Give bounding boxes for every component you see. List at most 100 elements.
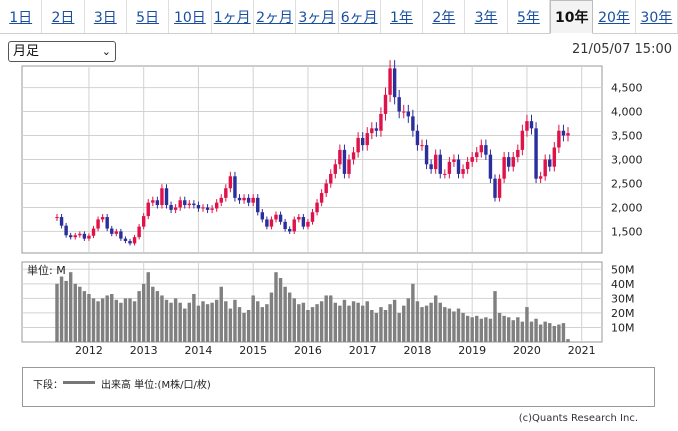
tab-10[interactable]: 2年	[423, 0, 466, 33]
volume-tick-label: 10M	[611, 321, 635, 334]
candle-body	[351, 152, 356, 160]
period-select-value: 月足	[13, 44, 40, 59]
price-tick-label: 3,500	[611, 130, 643, 143]
volume-bar	[146, 272, 150, 342]
tab-0[interactable]: 1日	[0, 0, 43, 33]
x-tick-label: 2017	[349, 344, 377, 357]
volume-bar	[274, 272, 278, 342]
volume-bar	[488, 318, 493, 342]
volume-bar	[100, 298, 105, 342]
volume-bar	[297, 304, 301, 342]
volume-bar	[306, 310, 310, 342]
candle-body	[534, 128, 538, 179]
volume-bar	[205, 304, 210, 342]
tab-9[interactable]: 1年	[381, 0, 424, 33]
tab-15[interactable]: 30年	[636, 0, 678, 33]
tab-14[interactable]: 20年	[593, 0, 636, 33]
volume-bar	[87, 294, 91, 342]
price-tick-label: 3,000	[611, 154, 643, 167]
volume-bar	[260, 307, 265, 342]
candle-body	[433, 154, 438, 170]
legend-position-label: 下段：	[33, 380, 63, 391]
candle-body	[561, 130, 566, 136]
volume-bar	[55, 283, 59, 342]
volume-bar	[192, 294, 196, 342]
timestamp: 21/05/07 15:00	[572, 42, 672, 57]
volume-bar	[169, 302, 173, 342]
volume-bar	[383, 310, 388, 342]
candle-body	[228, 176, 233, 189]
candle-body	[493, 178, 497, 198]
volume-bar	[201, 301, 205, 342]
volume-bar	[114, 299, 119, 342]
candle-body	[146, 202, 150, 217]
legend-volume-text: 出来高 単位:(M株/口/枚)	[101, 380, 211, 391]
candle-body	[210, 208, 214, 210]
candle-body	[497, 178, 502, 198]
candle-body	[566, 133, 570, 136]
candle-body	[306, 221, 310, 227]
tab-8[interactable]: 6ヶ月	[339, 0, 381, 33]
volume-tick-label: 20M	[611, 307, 635, 320]
tab-7[interactable]: 3ヶ月	[296, 0, 339, 33]
candle-body	[461, 169, 465, 174]
tab-3[interactable]: 5日	[127, 0, 170, 33]
candle-body	[187, 203, 192, 206]
candle-body	[516, 149, 520, 158]
volume-bar	[246, 310, 251, 342]
x-tick-label: 2020	[513, 344, 541, 357]
tab-4[interactable]: 10日	[169, 0, 212, 33]
tab-1[interactable]: 2日	[42, 0, 85, 33]
volume-bar	[342, 299, 347, 342]
tab-13[interactable]: 10年	[550, 0, 594, 34]
volume-bar	[128, 298, 132, 342]
volume-bar	[415, 301, 420, 342]
candle-body	[411, 116, 415, 131]
volume-bar	[420, 307, 424, 342]
candle-body	[310, 212, 315, 222]
volume-bar	[251, 295, 255, 342]
tab-2[interactable]: 3日	[85, 0, 127, 33]
volume-bar	[479, 318, 484, 342]
candle-body	[59, 217, 64, 226]
volume-bar	[151, 286, 155, 342]
tab-6[interactable]: 2ヶ月	[254, 0, 297, 33]
candle-body	[475, 152, 479, 158]
candle-body	[525, 121, 529, 131]
candle-body	[274, 214, 278, 220]
volume-bar	[110, 294, 114, 342]
tab-5[interactable]: 1ヶ月	[212, 0, 254, 33]
volume-bar	[141, 283, 146, 342]
candle-body	[552, 147, 557, 167]
tab-11[interactable]: 3年	[465, 0, 508, 33]
candle-body	[511, 157, 515, 167]
candle-body	[192, 203, 196, 206]
candle-body	[315, 202, 319, 213]
candle-body	[201, 207, 205, 209]
period-select[interactable]: 月足 ⌄	[8, 41, 116, 62]
volume-bar	[552, 326, 557, 342]
candle-body	[543, 159, 547, 177]
volume-bar	[502, 315, 506, 342]
volume-bar	[137, 291, 141, 342]
candle-body	[456, 159, 461, 174]
candle-body	[529, 121, 534, 129]
tab-12[interactable]: 5年	[508, 0, 551, 33]
candle-body	[470, 157, 474, 162]
volume-bar	[119, 302, 123, 342]
candle-body	[68, 235, 73, 238]
candle-body	[287, 229, 292, 232]
volume-bar	[123, 298, 128, 342]
candle-body	[100, 217, 105, 220]
candle-body	[415, 130, 420, 146]
candle-body	[87, 235, 91, 239]
volume-bar	[214, 299, 219, 342]
price-tick-label: 1,500	[611, 225, 643, 238]
candle-body	[123, 238, 128, 242]
candle-body	[557, 130, 561, 148]
volume-bar	[561, 323, 566, 342]
price-tick-label: 2,000	[611, 201, 643, 214]
candle-body	[548, 159, 552, 167]
volume-bar	[256, 301, 260, 342]
volume-bar	[557, 324, 561, 342]
